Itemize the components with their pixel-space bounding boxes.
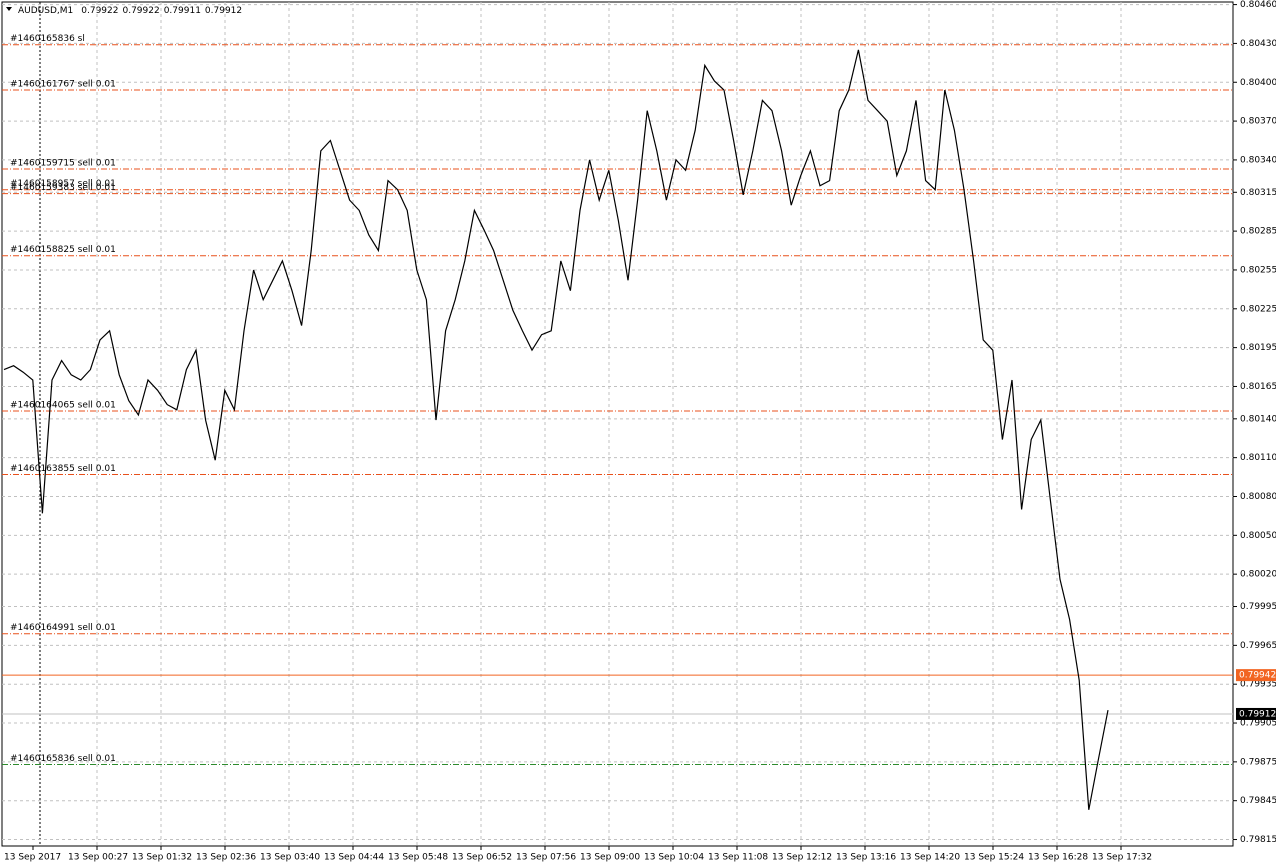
ohlc-value: 0.79911 <box>164 6 201 16</box>
y-tick-label: 0.80195 <box>1240 343 1276 353</box>
order-label: #1460159383 sell 0.01 <box>10 183 116 193</box>
y-tick-label: 0.80050 <box>1240 531 1276 541</box>
x-tick-label: 13 Sep 06:52 <box>452 853 512 863</box>
y-tick-label: 0.79905 <box>1240 719 1276 729</box>
y-tick-label: 0.80255 <box>1240 265 1276 275</box>
y-tick-label: 0.80285 <box>1240 227 1276 237</box>
x-tick-label: 13 Sep 04:44 <box>324 853 384 863</box>
y-tick-label: 0.79995 <box>1240 602 1276 612</box>
price-line <box>3 49 1109 810</box>
ask-tag-label: 0.79942 <box>1239 671 1276 681</box>
y-tick-label: 0.80460 <box>1240 0 1276 10</box>
y-tick-label: 0.79845 <box>1240 796 1276 806</box>
order-label: #1460158957 sell 0.01 <box>10 179 116 189</box>
y-tick-label: 0.80110 <box>1240 453 1276 463</box>
y-tick-label: 0.80080 <box>1240 492 1276 502</box>
y-tick-label: 0.80340 <box>1240 155 1276 165</box>
y-tick-label: 0.79875 <box>1240 757 1276 767</box>
y-tick-label: 0.80165 <box>1240 382 1276 392</box>
bid-tag <box>1236 707 1276 720</box>
order-label: #1460163855 sell 0.01 <box>10 464 116 474</box>
y-tick-label: 0.80225 <box>1240 304 1276 314</box>
order-label: #1460164991 sell 0.01 <box>10 623 116 633</box>
x-tick-label: 13 Sep 10:04 <box>644 853 704 863</box>
x-tick-label: 13 Sep 05:48 <box>388 853 448 863</box>
x-tick-label: 13 Sep 03:40 <box>260 853 320 863</box>
x-tick-label: 13 Sep 16:28 <box>1028 853 1088 863</box>
ohlc-value: 0.79912 <box>205 6 242 16</box>
y-tick-label: 0.80370 <box>1240 117 1276 127</box>
x-tick-label: 13 Sep 01:32 <box>132 853 192 863</box>
plot-frame <box>1 1 1234 847</box>
ohlc-value: 0.79922 <box>122 6 159 16</box>
ohlc-value: 0.79922 <box>81 6 118 16</box>
order-label: #1460158825 sell 0.01 <box>10 245 116 255</box>
y-tick-label: 0.79815 <box>1240 835 1276 845</box>
y-tick-label: 0.79935 <box>1240 680 1276 690</box>
bid-tag-label: 0.79912 <box>1239 709 1276 719</box>
order-label: #1460165836 sl <box>10 34 85 44</box>
y-tick-label: 0.80430 <box>1240 39 1276 49</box>
y-tick-label: 0.80020 <box>1240 570 1276 580</box>
menu-triangle <box>6 7 12 11</box>
order-label: #1460165836 sell 0.01 <box>10 754 116 764</box>
x-tick-label: 13 Sep 13:16 <box>836 853 896 863</box>
x-tick-label: 13 Sep 00:27 <box>68 853 128 863</box>
x-tick-label: 13 Sep 09:00 <box>580 853 640 863</box>
x-tick-label: 13 Sep 15:24 <box>964 853 1024 863</box>
chart-header: AUDUSD,M1 0.79922 0.79922 0.79911 0.79912 <box>18 6 242 16</box>
order-label: #1460161767 sell 0.01 <box>10 80 116 90</box>
x-tick-label: 13 Sep 14:20 <box>900 853 960 863</box>
ask-tag <box>1236 669 1276 682</box>
y-tick-label: 0.80400 <box>1240 78 1276 88</box>
y-tick-label: 0.80315 <box>1240 188 1276 198</box>
x-tick-label: 13 Sep 12:12 <box>772 853 832 863</box>
x-tick-label: 13 Sep 02:36 <box>196 853 256 863</box>
y-tick-label: 0.79965 <box>1240 641 1276 651</box>
symbol: AUDUSD,M1 <box>18 6 73 16</box>
x-tick-label: 13 Sep 11:08 <box>708 853 768 863</box>
order-label: #1460159715 sell 0.01 <box>10 158 116 168</box>
y-tick-label: 0.80140 <box>1240 414 1276 424</box>
x-tick-label: 13 Sep 17:32 <box>1092 853 1152 863</box>
order-label: #1460164065 sell 0.01 <box>10 401 116 411</box>
x-tick-label: 13 Sep 2017 <box>4 853 61 863</box>
x-tick-label: 13 Sep 07:56 <box>516 853 576 863</box>
